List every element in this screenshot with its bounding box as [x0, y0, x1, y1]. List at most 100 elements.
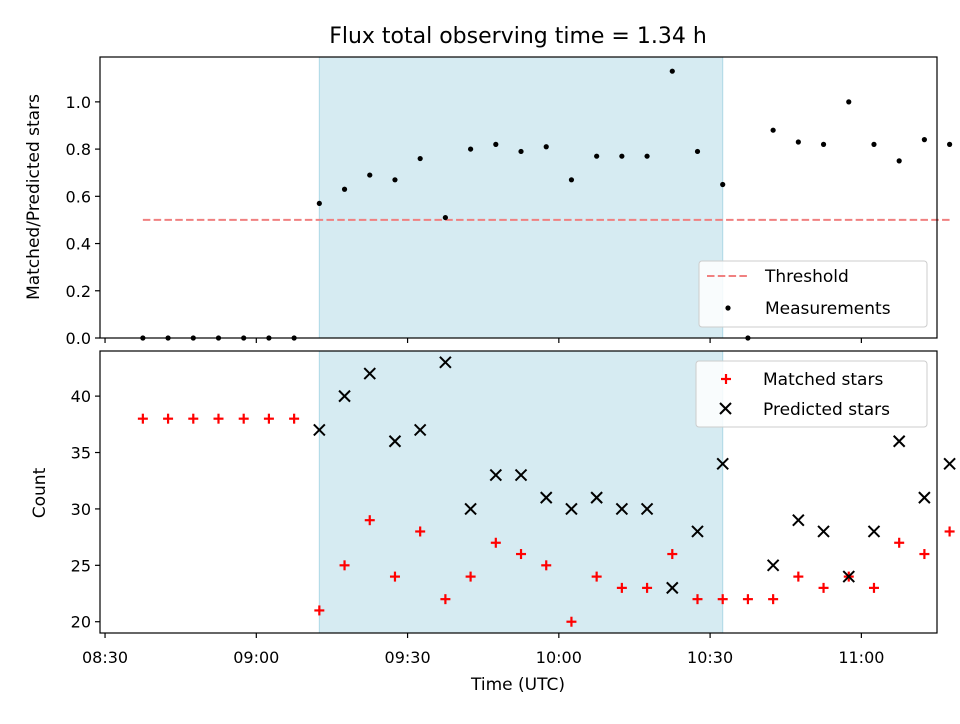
predicted-legend-label: Predicted stars — [763, 400, 890, 420]
predicted-star-point — [943, 457, 956, 471]
predicted-star-x-b — [338, 389, 351, 403]
predicted-star-x-b — [766, 559, 780, 572]
predicted-star-x-b — [439, 356, 452, 369]
predicted-star-x-b — [413, 423, 427, 437]
predicted-star-point — [489, 468, 503, 482]
measurement-point — [417, 155, 423, 162]
matched-star-point — [339, 560, 350, 571]
predicted-star-x-b — [615, 502, 629, 516]
matched-star-point — [465, 571, 476, 582]
top-y-tick-label: 0.6 — [66, 187, 91, 206]
measurement-point — [367, 172, 373, 178]
predicted-star-point — [867, 525, 881, 538]
measurement-point — [392, 177, 398, 183]
matched-star-point — [364, 515, 375, 526]
predicted-star-x-b — [842, 570, 855, 583]
predicted-star-x-b — [464, 502, 477, 516]
predicted-star-point — [514, 468, 528, 482]
matched-star-point — [516, 549, 527, 560]
measurement-point — [820, 141, 827, 147]
top-y-tick-label: 0.8 — [66, 140, 91, 159]
predicted-star-point — [666, 581, 679, 595]
matched-star-point — [642, 582, 653, 593]
measurement-point — [341, 186, 348, 192]
measurement-point — [518, 148, 524, 155]
measurement-point — [644, 153, 650, 159]
matched-star-point — [616, 582, 627, 593]
measurement-point — [543, 144, 549, 150]
top-y-tick-label: 0.4 — [66, 235, 91, 254]
matched-star-point — [213, 413, 224, 424]
measurements-legend-marker — [725, 305, 731, 311]
matched-star-point — [314, 605, 325, 616]
predicted-star-x-b — [489, 468, 503, 482]
predicted-star-x-b — [867, 525, 881, 538]
predicted-star-point — [691, 525, 704, 538]
matched-star-point — [490, 537, 501, 548]
predicted-star-x-b — [918, 491, 931, 504]
matched-star-point — [163, 413, 174, 424]
top-y-tick-label: 0.2 — [66, 282, 91, 301]
matched-star-point — [667, 549, 678, 560]
matched-star-point — [944, 526, 955, 537]
bottom-panel: 20 25 30 35 40 08:30 09:00 09:30 10:00 10:30 11:0… — [30, 350, 956, 695]
measurement-point — [921, 137, 927, 143]
matched-star-point — [440, 594, 451, 605]
predicted-star-x-b — [590, 491, 603, 504]
x-tick-label: 10:30 — [687, 648, 733, 667]
predicted-star-x-b — [691, 525, 704, 538]
bottom-legend-box — [695, 360, 928, 428]
bottom-axes-frame — [99, 350, 938, 634]
matched-star-point — [818, 582, 829, 593]
predicted-star-point — [388, 435, 402, 448]
predicted-star-point — [766, 559, 780, 572]
chart-title: Flux total observing time = 1.34 h — [329, 24, 707, 49]
predicted-star-point — [590, 491, 603, 504]
predicted-star-x-b — [540, 491, 553, 504]
predicted-star-x-b — [892, 435, 906, 448]
predicted-star-x-b — [640, 502, 654, 516]
x-tick-label: 09:00 — [233, 648, 279, 667]
top-y-tick-label: 0.0 — [66, 329, 91, 348]
top-x-ticks — [104, 338, 862, 343]
predicted-star-point — [842, 570, 855, 583]
bottom-y-tick-label: 30 — [71, 500, 91, 519]
threshold-legend-label: Threshold — [764, 267, 849, 287]
predicted-legend-marker — [719, 402, 732, 415]
top-y-ticks: 0.0 0.2 0.4 0.6 0.8 1.0 — [66, 93, 100, 348]
bottom-y-axis-label: Count — [30, 467, 50, 518]
measurement-point — [795, 139, 801, 145]
predicted-star-point — [792, 513, 805, 527]
matched-star-point — [692, 594, 703, 605]
top-y-axis-label: Matched/Predicted stars — [24, 94, 44, 300]
predicted-star-x-b — [943, 457, 956, 471]
matched-star-point — [566, 616, 577, 627]
bottom-y-ticks: 20 25 30 35 40 — [71, 387, 100, 632]
matched-star-point — [742, 594, 753, 605]
predicted-star-point — [439, 356, 452, 369]
x-tick-label: 11:00 — [838, 648, 884, 667]
measurements-legend-label: Measurements — [765, 299, 891, 319]
predicted-star-x-b — [388, 435, 402, 448]
predicted-star-point — [640, 502, 654, 516]
predicted-star-point — [716, 457, 729, 471]
predicted-star-point — [918, 491, 931, 504]
predicted-star-x-b — [792, 513, 805, 527]
bottom-x-ticks: 08:30 09:00 09:30 10:00 10:30 11:00 — [82, 633, 884, 667]
measurement-point — [770, 127, 776, 133]
measurement-point — [568, 177, 575, 183]
predicted-star-x-b — [514, 468, 528, 482]
matched-star-point — [919, 549, 930, 560]
measurement-point — [619, 153, 625, 159]
bottom-legend: Matched stars Predicted stars — [695, 360, 928, 428]
predicted-star-point — [464, 502, 477, 516]
matched-star-point — [188, 413, 199, 424]
measurement-point — [846, 99, 852, 105]
matched-star-point — [389, 571, 400, 582]
x-tick-label: 08:30 — [82, 648, 128, 667]
matched-legend-marker — [721, 374, 731, 384]
predicted-star-x-b — [313, 423, 326, 437]
measurement-point — [669, 68, 675, 74]
x-tick-label: 09:30 — [385, 648, 431, 667]
predicted-star-point — [615, 502, 629, 516]
